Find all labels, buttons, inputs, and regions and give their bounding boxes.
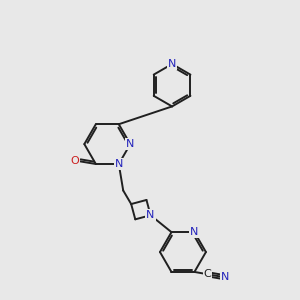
Text: N: N	[168, 59, 176, 69]
Text: N: N	[126, 139, 134, 149]
Text: N: N	[190, 227, 199, 237]
Text: C: C	[204, 269, 212, 279]
Text: O: O	[70, 156, 79, 166]
Text: N: N	[146, 210, 155, 220]
Text: N: N	[115, 159, 123, 169]
Text: N: N	[221, 272, 229, 282]
